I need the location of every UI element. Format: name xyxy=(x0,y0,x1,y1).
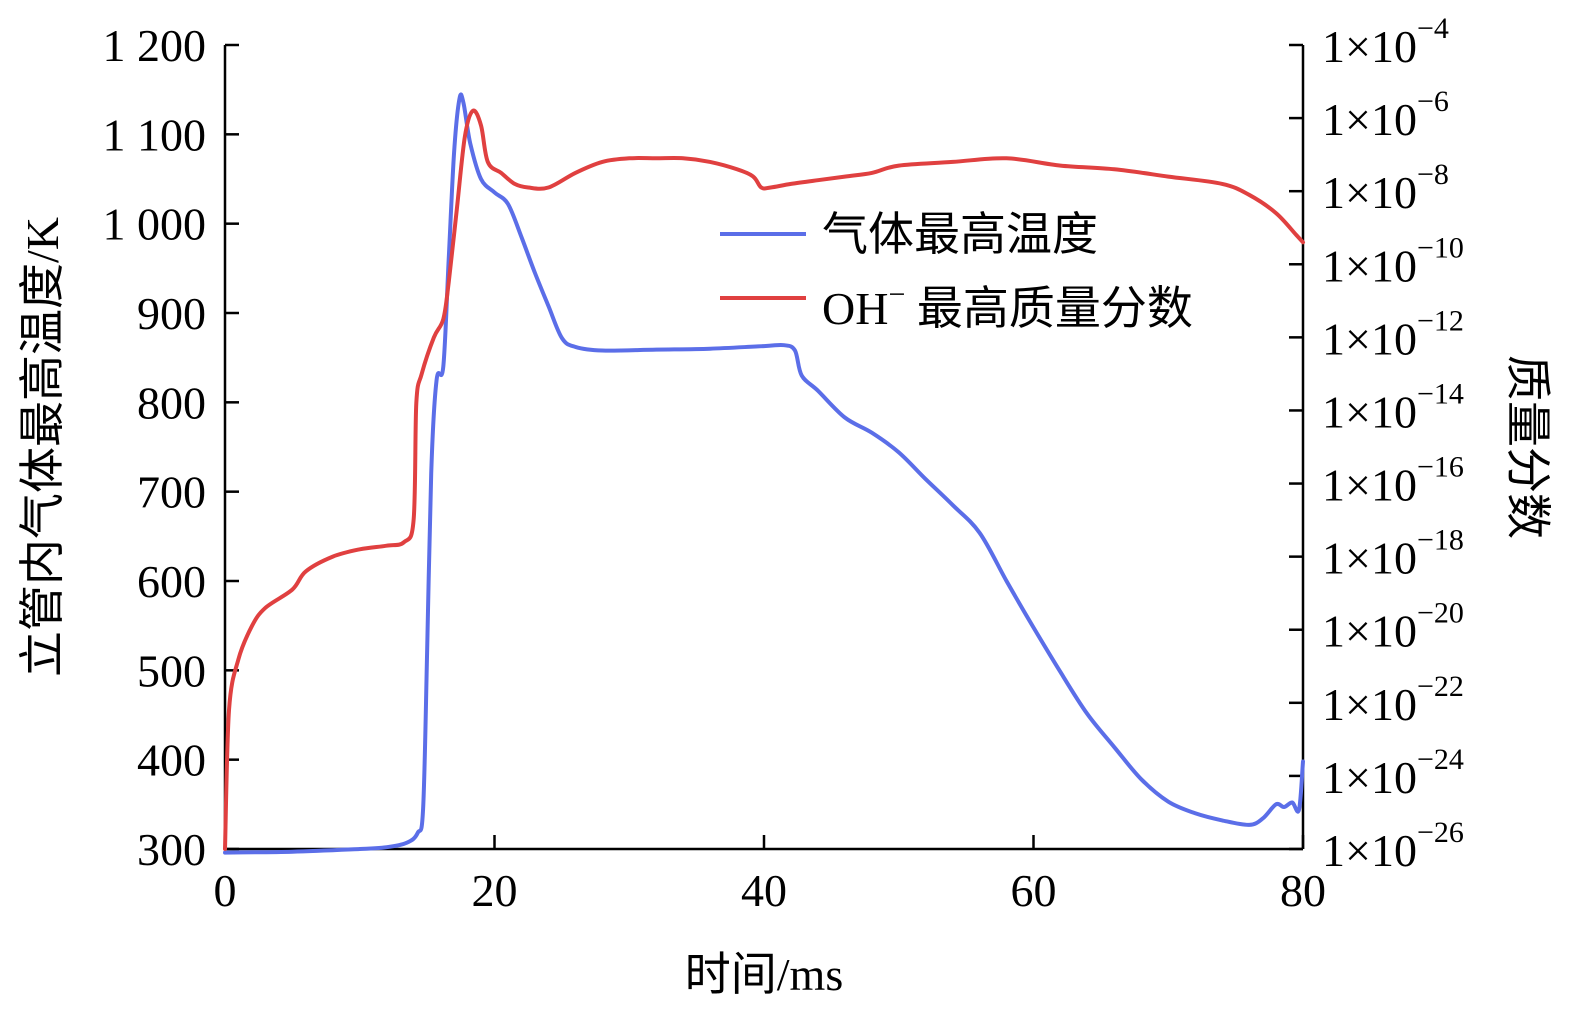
y-left-tick-label-3: 600 xyxy=(137,556,206,607)
x-ticks: 0 20 40 60 80 xyxy=(214,835,1326,916)
y-left-ticks: 300 400 500 600 700 800 900 1 000 1 100 1 200 xyxy=(103,20,239,875)
x-tick-label-3: 60 xyxy=(1011,865,1057,916)
y-right-tick-label-4: 1×10−18 xyxy=(1322,524,1464,584)
y-right-tick-exp-3: −20 xyxy=(1417,597,1464,630)
y-right-tick-exp-0: −26 xyxy=(1417,816,1464,849)
x-tick-label-0: 0 xyxy=(214,865,237,916)
y-right-tick-label-3: 1×10−20 xyxy=(1322,597,1464,657)
y-right-tick-base-2: 1×10 xyxy=(1322,679,1417,730)
y-right-tick-base-3: 1×10 xyxy=(1322,606,1417,657)
y-right-tick-exp-2: −22 xyxy=(1417,670,1464,703)
y-axis-left-title: 立管内气体最高温度/K xyxy=(17,217,68,677)
y-right-tick-label-2: 1×10−22 xyxy=(1322,670,1464,730)
y-right-ticks: 1×10−261×10−241×10−221×10−201×10−181×10−… xyxy=(1289,12,1464,876)
series-line-temperature xyxy=(223,92,1305,855)
x-tick-label-2: 40 xyxy=(741,865,787,916)
y-right-tick-exp-7: −12 xyxy=(1417,304,1464,337)
y-right-tick-base-5: 1×10 xyxy=(1322,460,1417,511)
y-right-tick-exp-9: −8 xyxy=(1417,158,1449,191)
y-left-tick-label-4: 700 xyxy=(137,467,206,518)
y-right-tick-base-10: 1×10 xyxy=(1322,94,1417,145)
y-right-tick-label-8: 1×10−10 xyxy=(1322,231,1464,291)
y-left-tick-label-0: 300 xyxy=(137,824,206,875)
x-tick-label-4: 80 xyxy=(1280,865,1326,916)
y-axis-right-title: 质量分数 xyxy=(1502,355,1553,539)
y-left-tick-label-1: 400 xyxy=(137,735,206,786)
legend-label-temperature: 气体最高温度 xyxy=(822,209,1098,260)
legend-label-oh: OH− 最高质量分数 xyxy=(822,278,1193,334)
y-right-tick-exp-6: −14 xyxy=(1417,377,1464,410)
y-right-tick-base-9: 1×10 xyxy=(1322,167,1417,218)
legend-label-oh-sup: − xyxy=(888,278,905,311)
y-right-tick-label-6: 1×10−14 xyxy=(1322,377,1464,437)
series-line-oh xyxy=(223,108,1305,851)
y-right-tick-exp-11: −4 xyxy=(1417,12,1449,45)
y-right-tick-exp-5: −16 xyxy=(1417,451,1464,484)
y-left-tick-label-8: 1 100 xyxy=(103,109,207,160)
series-layer xyxy=(223,92,1305,855)
x-tick-label-1: 20 xyxy=(472,865,518,916)
y-right-tick-label-7: 1×10−12 xyxy=(1322,304,1464,364)
y-right-tick-exp-8: −10 xyxy=(1417,231,1464,264)
y-right-tick-base-0: 1×10 xyxy=(1322,825,1417,876)
y-right-tick-label-11: 1×10−4 xyxy=(1322,12,1449,72)
y-left-tick-label-6: 900 xyxy=(137,288,206,339)
y-right-tick-label-10: 1×10−6 xyxy=(1322,85,1449,145)
y-right-tick-base-8: 1×10 xyxy=(1322,240,1417,291)
y-right-tick-base-7: 1×10 xyxy=(1322,313,1417,364)
y-right-tick-label-9: 1×10−8 xyxy=(1322,158,1449,218)
y-left-tick-label-7: 1 000 xyxy=(103,199,207,250)
y-left-tick-label-2: 500 xyxy=(137,645,206,696)
y-right-tick-label-0: 1×10−26 xyxy=(1322,816,1464,876)
y-right-tick-base-6: 1×10 xyxy=(1322,386,1417,437)
y-right-tick-exp-10: −6 xyxy=(1417,85,1449,118)
y-right-tick-label-5: 1×10−16 xyxy=(1322,451,1464,511)
y-right-tick-exp-4: −18 xyxy=(1417,524,1464,557)
y-right-tick-base-11: 1×10 xyxy=(1322,21,1417,72)
legend-label-oh-main: OH xyxy=(822,283,888,334)
y-right-tick-exp-1: −24 xyxy=(1417,743,1464,776)
axes xyxy=(223,45,1305,851)
y-right-tick-base-1: 1×10 xyxy=(1322,752,1417,803)
y-left-tick-label-9: 1 200 xyxy=(103,20,207,71)
y-left-tick-label-5: 800 xyxy=(137,377,206,428)
legend: 气体最高温度 OH− 最高质量分数 xyxy=(720,209,1193,334)
x-axis-title: 时间/ms xyxy=(685,949,843,1000)
y-right-tick-base-4: 1×10 xyxy=(1322,533,1417,584)
legend-label-oh-rest: 最高质量分数 xyxy=(905,283,1193,334)
y-right-tick-label-1: 1×10−24 xyxy=(1322,743,1464,803)
